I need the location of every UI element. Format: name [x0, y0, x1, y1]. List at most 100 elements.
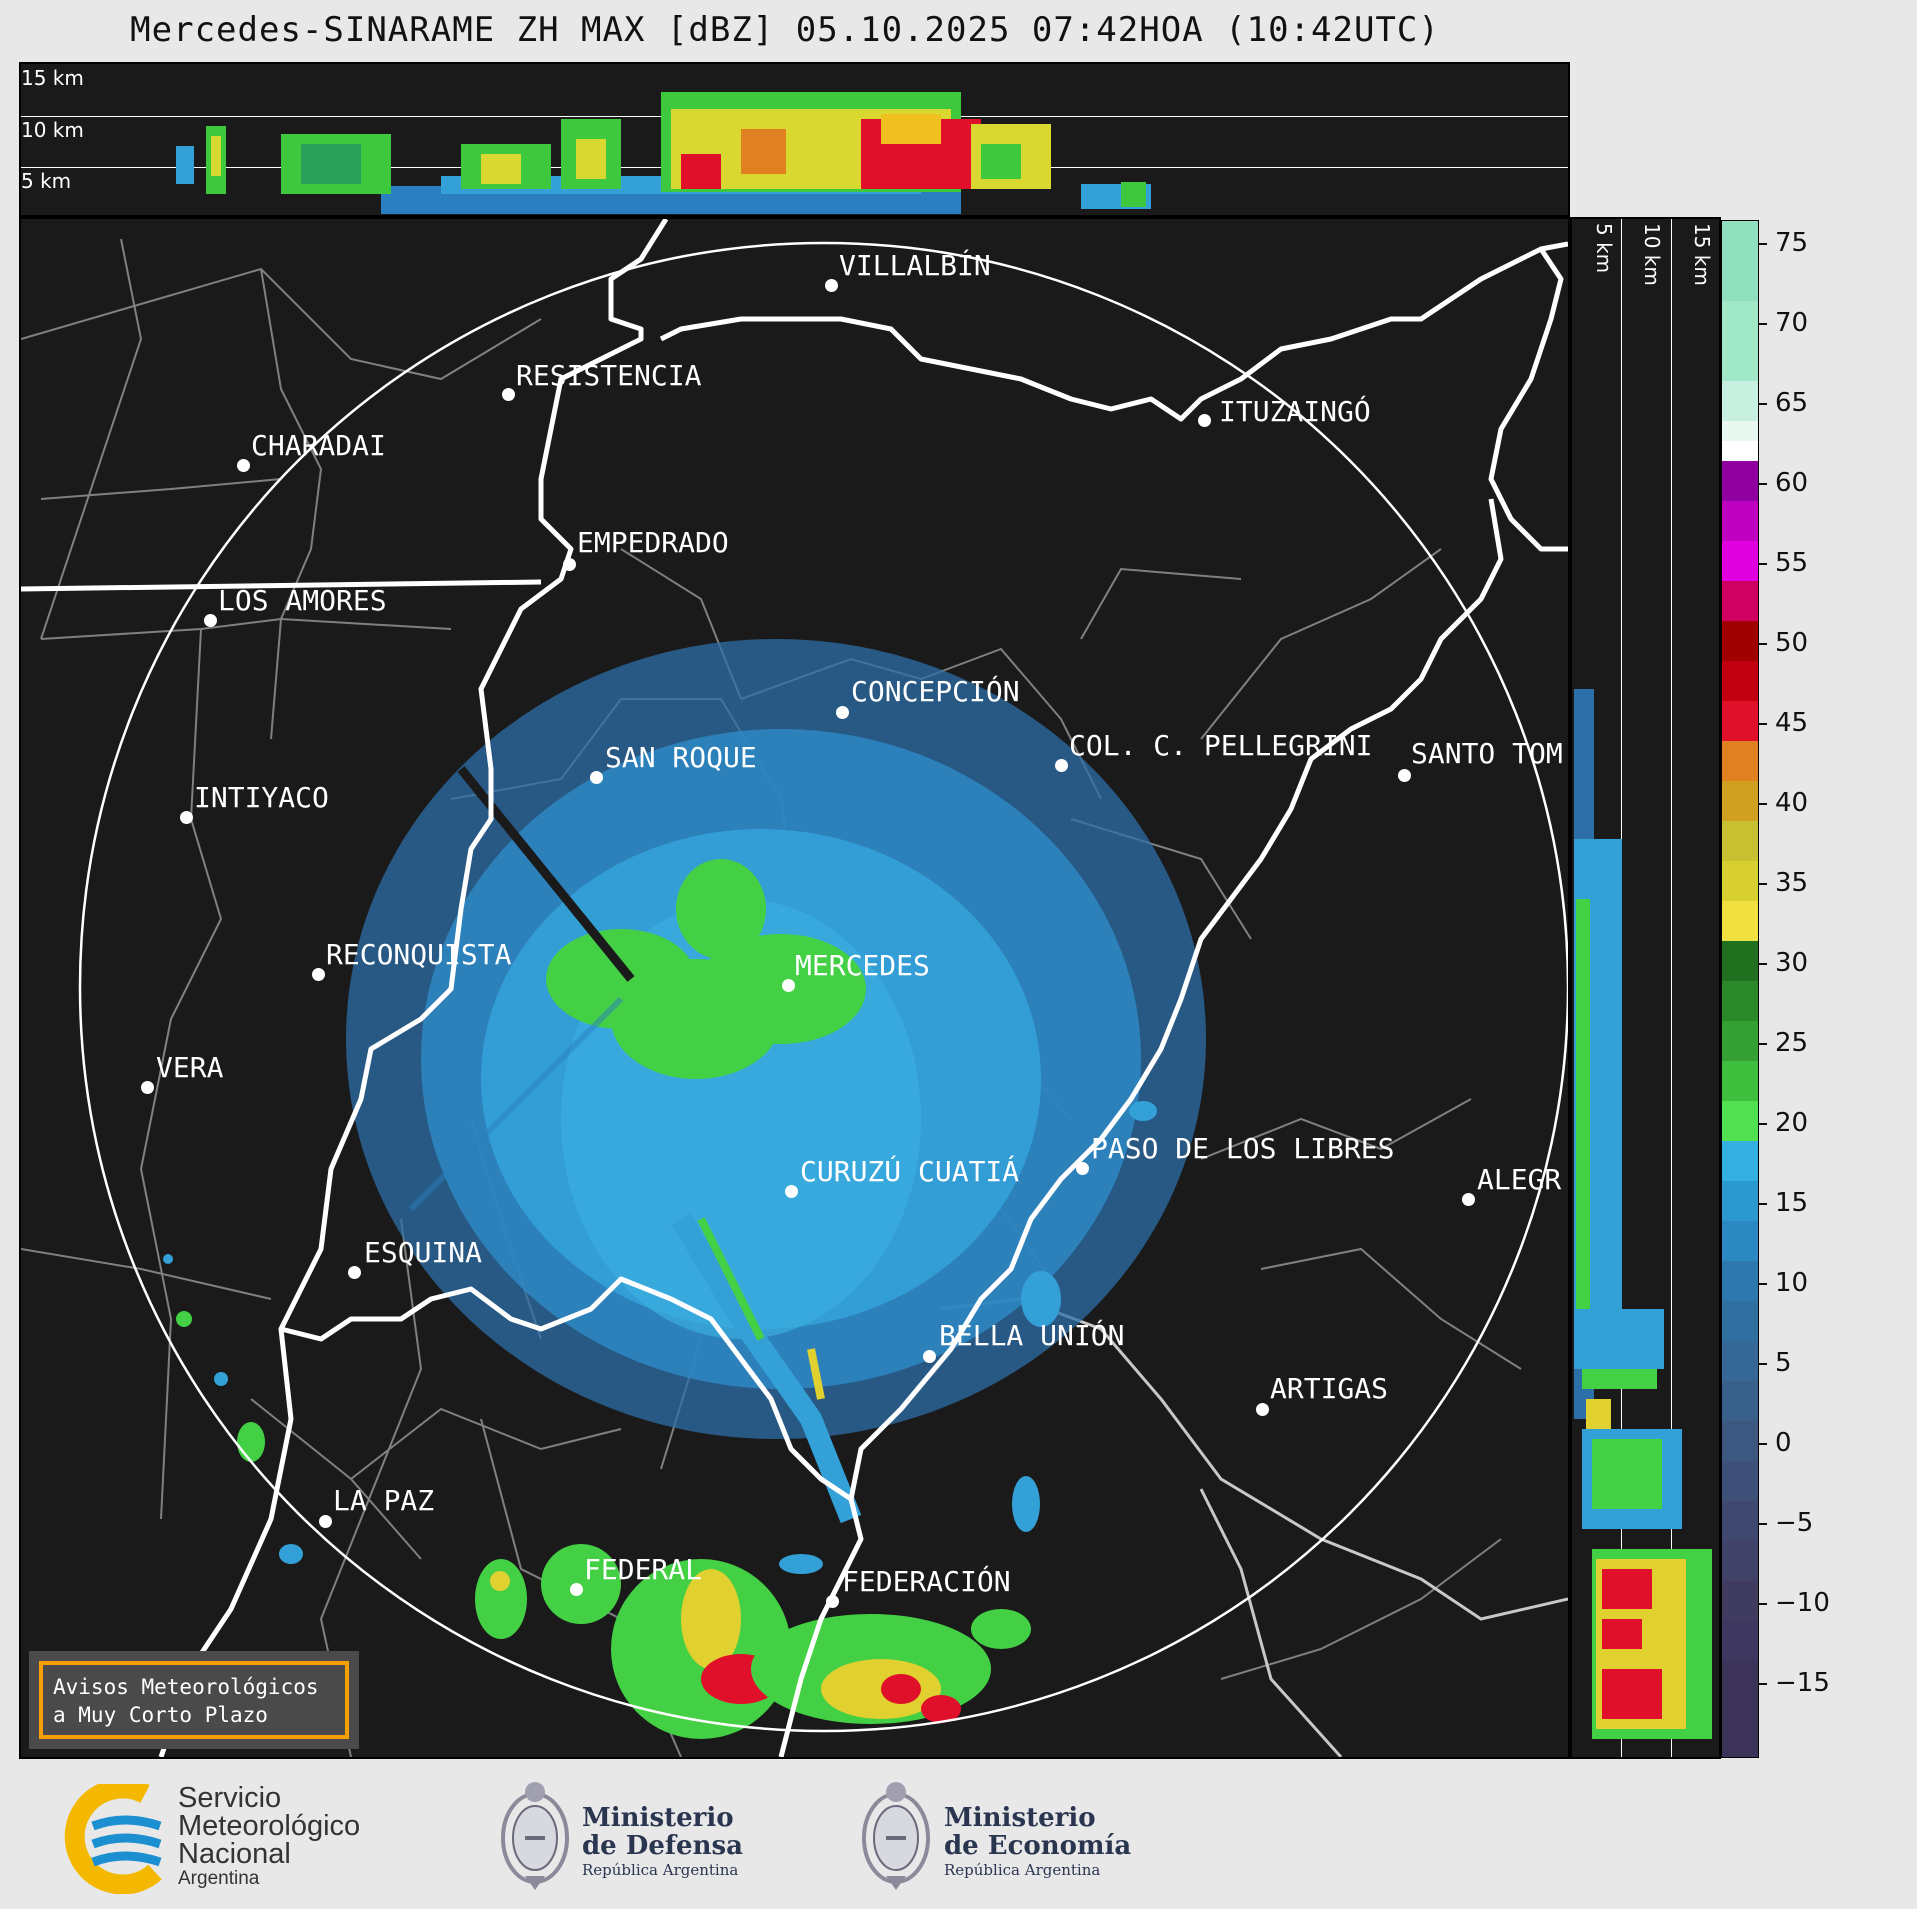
- defensa-logo-text: Ministerio de Defensa República Argentin…: [582, 1804, 743, 1880]
- cb-label-10: 10: [1775, 1268, 1809, 1298]
- warning-line-1: Avisos Meteorológicos: [53, 1675, 319, 1699]
- cb-tick: [1759, 1123, 1767, 1125]
- rivers-borders: [21, 219, 1568, 1757]
- city-label-los-amores: LOS AMORES: [218, 584, 387, 617]
- city-dot-charadai[interactable]: [237, 459, 250, 472]
- city-label-mercedes: MERCEDES: [795, 949, 930, 982]
- cb-label-20: 20: [1775, 1108, 1809, 1138]
- city-label-ituzaingo: ITUZAINGÓ: [1219, 395, 1371, 428]
- cb-label-25: 25: [1775, 1028, 1809, 1058]
- city-label-alegrete: ALEGR: [1477, 1163, 1562, 1196]
- cb-tick: [1759, 1283, 1767, 1285]
- range-ring: [78, 241, 1568, 1733]
- city-label-villalbin: VILLALBÍN: [839, 249, 991, 282]
- cb-tick: [1759, 803, 1767, 805]
- cb-tick: [1759, 1603, 1767, 1605]
- cb-tick: [1759, 1443, 1767, 1445]
- cb-label-50: 50: [1775, 628, 1809, 658]
- smn-line-1: Servicio: [178, 1782, 282, 1814]
- city-label-concepcion: CONCEPCIÓN: [851, 675, 1020, 708]
- radar-echoes: [163, 639, 1206, 1739]
- city-dot-esquina[interactable]: [348, 1266, 361, 1279]
- map-geography: [21, 219, 1568, 1757]
- defensa-crest-icon: [501, 1782, 569, 1890]
- cb-label-60: 60: [1775, 468, 1809, 498]
- city-label-empedrado: EMPEDRADO: [577, 526, 729, 559]
- cb-label-5: 5: [1775, 1348, 1792, 1378]
- city-dot-villalbin[interactable]: [825, 279, 838, 292]
- smn-line-3: Nacional: [178, 1838, 291, 1870]
- city-label-esquina: ESQUINA: [364, 1236, 483, 1269]
- height-label-15km: 15 km: [21, 66, 84, 90]
- cb-tick: [1759, 963, 1767, 965]
- warning-link-box[interactable]: Avisos Meteorológicos a Muy Corto Plazo: [29, 1651, 359, 1749]
- height-label-10km: 10 km: [21, 118, 84, 142]
- city-label-federal: FEDERAL: [584, 1553, 703, 1586]
- cb-tick: [1759, 403, 1767, 405]
- city-dot-vera[interactable]: [141, 1081, 154, 1094]
- cb-label-35: 35: [1775, 868, 1809, 898]
- city-label-charadai: CHARADAI: [251, 429, 386, 462]
- city-label-santo-tome: SANTO TOM: [1411, 737, 1563, 770]
- city-dot-alegrete[interactable]: [1462, 1193, 1475, 1206]
- city-dot-resistencia[interactable]: [502, 388, 515, 401]
- cb-tick: [1759, 723, 1767, 725]
- defensa-line-1: Ministerio: [582, 1803, 734, 1833]
- radar-map[interactable]: VILLALBÍN RESISTENCIA CHARADAI ITUZAINGÓ…: [19, 217, 1570, 1759]
- right-cross-section: 5 km 10 km 15 km: [1570, 217, 1721, 1759]
- city-label-san-roque: SAN ROQUE: [605, 741, 757, 774]
- city-dot-ituzaingo[interactable]: [1198, 414, 1211, 427]
- height-label-5km: 5 km: [21, 169, 72, 193]
- city-dot-concepcion[interactable]: [836, 706, 849, 719]
- top-echo-profile: [176, 92, 1151, 214]
- city-dot-col-pellegrini[interactable]: [1055, 759, 1068, 772]
- cb-label-70: 70: [1775, 308, 1809, 338]
- smn-line-4: Argentina: [178, 1868, 260, 1889]
- cb-label-40: 40: [1775, 788, 1809, 818]
- smn-logo-text: Servicio Meteorológico Nacional Argentin…: [178, 1784, 360, 1890]
- country-borders: [940, 1297, 1568, 1757]
- city-dot-artigas[interactable]: [1256, 1403, 1269, 1416]
- city-dot-la-paz[interactable]: [319, 1515, 332, 1528]
- city-dot-reconquista[interactable]: [312, 968, 325, 981]
- city-label-paso-de-los-libres: PASO DE LOS LIBRES: [1091, 1132, 1395, 1165]
- page-title: Mercedes-SINARAME ZH MAX [dBZ] 05.10.202…: [130, 10, 1440, 50]
- economia-line-3: República Argentina: [944, 1861, 1101, 1879]
- city-label-bella-union: BELLA UNIÓN: [939, 1319, 1125, 1352]
- cb-tick: [1759, 1523, 1767, 1525]
- city-dot-intiyaco[interactable]: [180, 811, 193, 824]
- economia-line-1: Ministerio: [944, 1803, 1096, 1833]
- cb-label-55: 55: [1775, 548, 1809, 578]
- city-dot-santo-tome[interactable]: [1398, 769, 1411, 782]
- economia-logo-text: Ministerio de Economía República Argenti…: [944, 1804, 1131, 1880]
- city-dot-paso-de-los-libres[interactable]: [1076, 1162, 1089, 1175]
- city-label-curuzu-cuatia: CURUZÚ CUATIÁ: [800, 1155, 1020, 1188]
- city-dot-federacion[interactable]: [826, 1595, 839, 1608]
- cb-tick: [1759, 483, 1767, 485]
- cb-label-0: 0: [1775, 1428, 1792, 1458]
- city-dot-curuzu-cuatia[interactable]: [785, 1185, 798, 1198]
- smn-logo-icon: [64, 1784, 162, 1894]
- vheight-label-5km: 5 km: [1592, 223, 1616, 274]
- city-label-vera: VERA: [156, 1051, 224, 1084]
- cb-tick: [1759, 1683, 1767, 1685]
- cb-tick: [1759, 1043, 1767, 1045]
- cb-tick: [1759, 1363, 1767, 1365]
- city-dot-empedrado[interactable]: [563, 558, 576, 571]
- cb-label-minus5: −5: [1775, 1508, 1814, 1538]
- city-label-federacion: FEDERACIÓN: [842, 1565, 1011, 1598]
- city-dot-mercedes[interactable]: [782, 979, 795, 992]
- vheight-label-10km: 10 km: [1640, 223, 1664, 286]
- defensa-line-2: de Defensa: [582, 1831, 743, 1861]
- warning-line-2: a Muy Corto Plazo: [53, 1703, 268, 1727]
- city-label-col-pellegrini: COL. C. PELLEGRINI: [1069, 729, 1373, 762]
- cb-label-30: 30: [1775, 948, 1809, 978]
- city-dot-federal[interactable]: [570, 1583, 583, 1596]
- city-dot-bella-union[interactable]: [923, 1350, 936, 1363]
- warning-link-frame[interactable]: Avisos Meteorológicos a Muy Corto Plazo: [39, 1661, 349, 1739]
- city-dot-san-roque[interactable]: [590, 771, 603, 784]
- height-line-10km-v: [1671, 219, 1672, 1757]
- cb-tick: [1759, 643, 1767, 645]
- city-dot-los-amores[interactable]: [204, 614, 217, 627]
- smn-line-2: Meteorológico: [178, 1810, 361, 1842]
